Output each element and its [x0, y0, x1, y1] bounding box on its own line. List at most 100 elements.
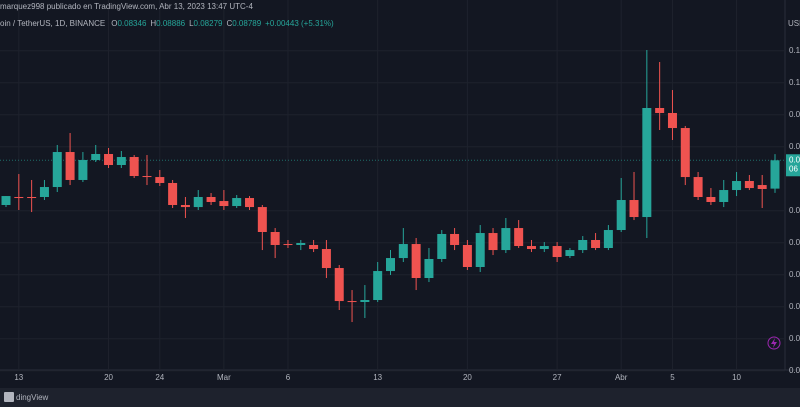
candle-body	[565, 250, 575, 256]
x-tick-label: Abr	[615, 373, 628, 382]
footer-logo	[4, 392, 14, 402]
candle-body	[52, 152, 62, 188]
candle-body	[757, 185, 767, 190]
x-tick-label: 24	[155, 373, 164, 382]
candle-body	[770, 160, 780, 189]
candle-body	[514, 228, 524, 247]
candle-body	[334, 268, 344, 302]
candle-body	[91, 154, 101, 161]
candle-body	[462, 244, 472, 268]
candle-body	[360, 300, 370, 303]
legend-key: C	[226, 19, 232, 28]
x-tick-label: 10	[732, 373, 741, 382]
candle-body	[296, 243, 306, 245]
candle-body	[309, 244, 319, 250]
candle-body	[232, 198, 242, 207]
candle-body	[219, 201, 229, 207]
candle-body	[475, 233, 485, 268]
y-tick-label: 0.0	[789, 270, 800, 279]
y-tick-label: 0.0	[789, 142, 800, 151]
y-tick-label: 0.0	[789, 334, 800, 343]
candle-body	[321, 249, 331, 269]
last-price-label: 0.0	[789, 155, 800, 164]
x-tick-label: 27	[553, 373, 562, 382]
candle-body	[142, 176, 152, 178]
candles	[1, 50, 780, 323]
candle-body	[168, 182, 178, 205]
candle-body	[603, 230, 613, 248]
y-tick-label: 0.0	[789, 238, 800, 247]
candle-body	[1, 196, 11, 205]
candle-body	[706, 197, 716, 202]
candle-body	[424, 259, 434, 279]
legend-key: O	[111, 19, 117, 28]
symbol: oin / TetherUS, 1D, BINANCE	[0, 19, 105, 28]
legend-value: 0.08789	[232, 19, 261, 28]
candle-body	[347, 301, 357, 303]
candle-body	[257, 207, 267, 233]
y-tick-label: 0.0	[789, 366, 800, 375]
candle-body	[642, 107, 652, 218]
candle-body	[680, 128, 690, 178]
candle-body	[667, 112, 677, 129]
candle-body	[283, 244, 293, 246]
candle-body	[245, 198, 255, 208]
candle-body	[693, 177, 703, 198]
labels: 0.1 0.1 0.0 0.0 0.0 0.0 0.0 0.0 0.0 0.0 13 20 24 Mar 6…	[14, 46, 800, 382]
legend-value: 0.08346	[117, 19, 146, 28]
y-tick-label: 0.1	[789, 78, 800, 87]
candle-body	[386, 258, 395, 272]
alert-icon[interactable]	[767, 336, 781, 350]
candle-body	[39, 187, 49, 198]
candle-body	[732, 181, 742, 191]
header: marquez998 publicado en TradingView.com,…	[0, 2, 253, 11]
last-price-box	[786, 154, 800, 177]
candle-body	[437, 233, 447, 260]
candle-body	[488, 233, 498, 251]
x-tick-label: Mar	[217, 373, 231, 382]
x-tick-label: 6	[286, 373, 291, 382]
candle-body	[14, 197, 24, 199]
legend-change: +0.00443 (+5.31%)	[265, 19, 334, 28]
candle-body	[552, 246, 562, 258]
candle-body	[591, 240, 601, 248]
legend-value: 0.08886	[156, 19, 185, 28]
footer-bar	[0, 388, 800, 407]
x-tick-label: 5	[670, 373, 675, 382]
candle-body	[27, 197, 37, 199]
candle-body	[526, 246, 536, 250]
y-tick-label: 0.1	[789, 46, 800, 55]
x-tick-label: 20	[463, 373, 472, 382]
candle-body	[116, 157, 126, 166]
legend-key: L	[189, 19, 194, 28]
y-tick-label: 0.0	[789, 302, 800, 311]
candle-body	[411, 244, 421, 279]
candle-body	[655, 107, 665, 113]
candle-body	[578, 240, 588, 251]
candle-body	[501, 228, 511, 251]
candle-body	[616, 200, 626, 231]
candle-body	[744, 181, 754, 189]
candle-body	[104, 154, 114, 166]
x-tick-label: 20	[104, 373, 113, 382]
candle-body	[373, 271, 383, 301]
candle-body	[129, 157, 139, 177]
y-tick-label: 0.0	[789, 206, 800, 215]
legend-key: H	[150, 19, 156, 28]
countdown: 06	[789, 164, 798, 173]
currency: USD	[788, 19, 800, 28]
candle-body	[65, 152, 75, 180]
candle-body	[193, 197, 203, 208]
alert-bolt	[771, 338, 777, 348]
x-tick-label: 13	[14, 373, 23, 382]
candle-body	[398, 244, 408, 259]
candle-body	[270, 232, 280, 245]
legend-value: 0.08279	[194, 19, 223, 28]
candle-body	[629, 200, 639, 218]
y-tick-label: 0.0	[789, 110, 800, 119]
footer-text: dingView	[16, 393, 49, 402]
candle-body	[450, 233, 460, 245]
